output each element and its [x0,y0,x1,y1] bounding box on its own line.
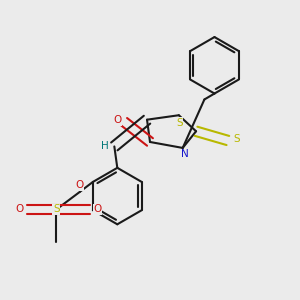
Text: S: S [233,134,239,144]
Text: S: S [53,204,60,214]
Text: O: O [113,115,121,125]
Text: H: H [100,141,108,152]
Text: O: O [93,204,101,214]
Text: O: O [15,204,23,214]
Text: O: O [75,180,84,190]
Text: S: S [176,118,183,128]
Text: N: N [181,149,189,160]
